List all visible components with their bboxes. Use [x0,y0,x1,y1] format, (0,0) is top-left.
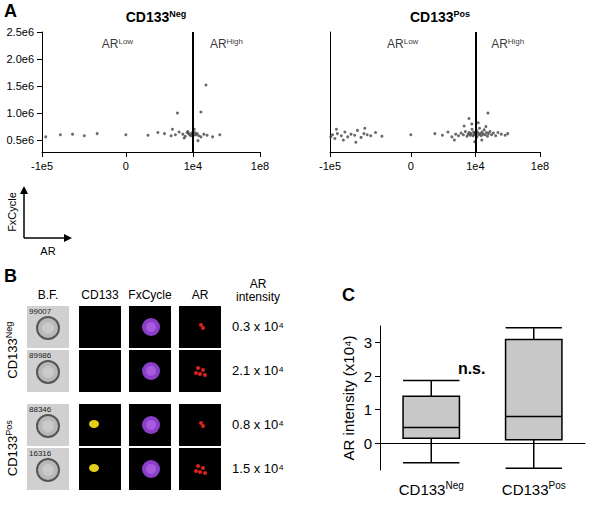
svg-text:1e4: 1e4 [184,160,202,172]
svg-text:Neg: Neg [445,480,463,491]
svg-text:Neg: Neg [169,9,186,19]
svg-text:3: 3 [364,334,372,351]
svg-text:High: High [508,37,524,46]
html-text:1.5 x 10⁴: 1.5 x 10⁴ [232,461,284,476]
svg-text:-1e5: -1e5 [31,160,53,172]
svg-text:0: 0 [408,160,414,172]
html-text:CD133: CD133 [5,338,21,379]
svg-text:FxCycle: FxCycle [6,192,18,232]
svg-text:AR: AR [210,37,227,51]
svg-text:1e8: 1e8 [251,160,269,172]
svg-text:CD133: CD133 [399,481,446,498]
html-text:B: B [4,266,17,286]
svg-text:n.s.: n.s. [458,360,486,377]
svg-text:AR: AR [102,37,119,51]
svg-text:CD133: CD133 [126,9,170,25]
html-text:99007: 99007 [29,307,52,316]
svg-text:C: C [342,285,355,305]
svg-text:0: 0 [123,160,129,172]
svg-text:AR intensity (x10⁴): AR intensity (x10⁴) [340,336,357,461]
svg-text:1.5e6: 1.5e6 [6,80,34,92]
html-text:0.8 x 10⁴: 0.8 x 10⁴ [232,417,284,432]
svg-text:1.0e6: 1.0e6 [6,107,34,119]
svg-text:A: A [4,1,17,21]
svg-text:Pos: Pos [548,480,565,491]
svg-text:0: 0 [364,435,372,452]
svg-text:-1e5: -1e5 [319,160,341,172]
svg-text:1e8: 1e8 [531,160,549,172]
html-text:FxCycle: FxCycle [128,288,172,302]
svg-text:Pos: Pos [454,9,471,19]
svg-text:Low: Low [118,37,133,46]
svg-text:CD133: CD133 [502,481,549,498]
html-text:CD133: CD133 [5,435,21,477]
svg-text:1: 1 [364,401,372,418]
html-text:0.3 x 10⁴: 0.3 x 10⁴ [232,319,284,334]
html-text:16316: 16316 [29,449,52,458]
html-text:89986: 89986 [29,351,52,360]
html-text:B.F.: B.F. [37,288,59,302]
html-text:88346: 88346 [29,405,52,414]
svg-text:2.0e6: 2.0e6 [6,53,34,65]
svg-text:High: High [227,37,243,46]
html-text:2.1 x 10⁴: 2.1 x 10⁴ [232,363,284,378]
svg-text:Low: Low [404,37,419,46]
html-text:AR: AR [191,288,209,302]
svg-text:2.5e6: 2.5e6 [6,26,34,38]
svg-text:2: 2 [364,368,372,385]
svg-text:AR: AR [387,37,404,51]
svg-text:AR: AR [491,37,508,51]
svg-text:CD133: CD133 [410,9,454,25]
svg-text:0.5e6: 0.5e6 [6,134,34,146]
svg-text:1e4: 1e4 [466,160,484,172]
html-text:CD133: CD133 [81,288,119,302]
html-text:Pos: Pos [3,420,14,436]
svg-text:AR: AR [40,245,55,257]
html-text:AR intensity: AR intensity [236,277,280,304]
html-text:Neg: Neg [3,321,14,339]
